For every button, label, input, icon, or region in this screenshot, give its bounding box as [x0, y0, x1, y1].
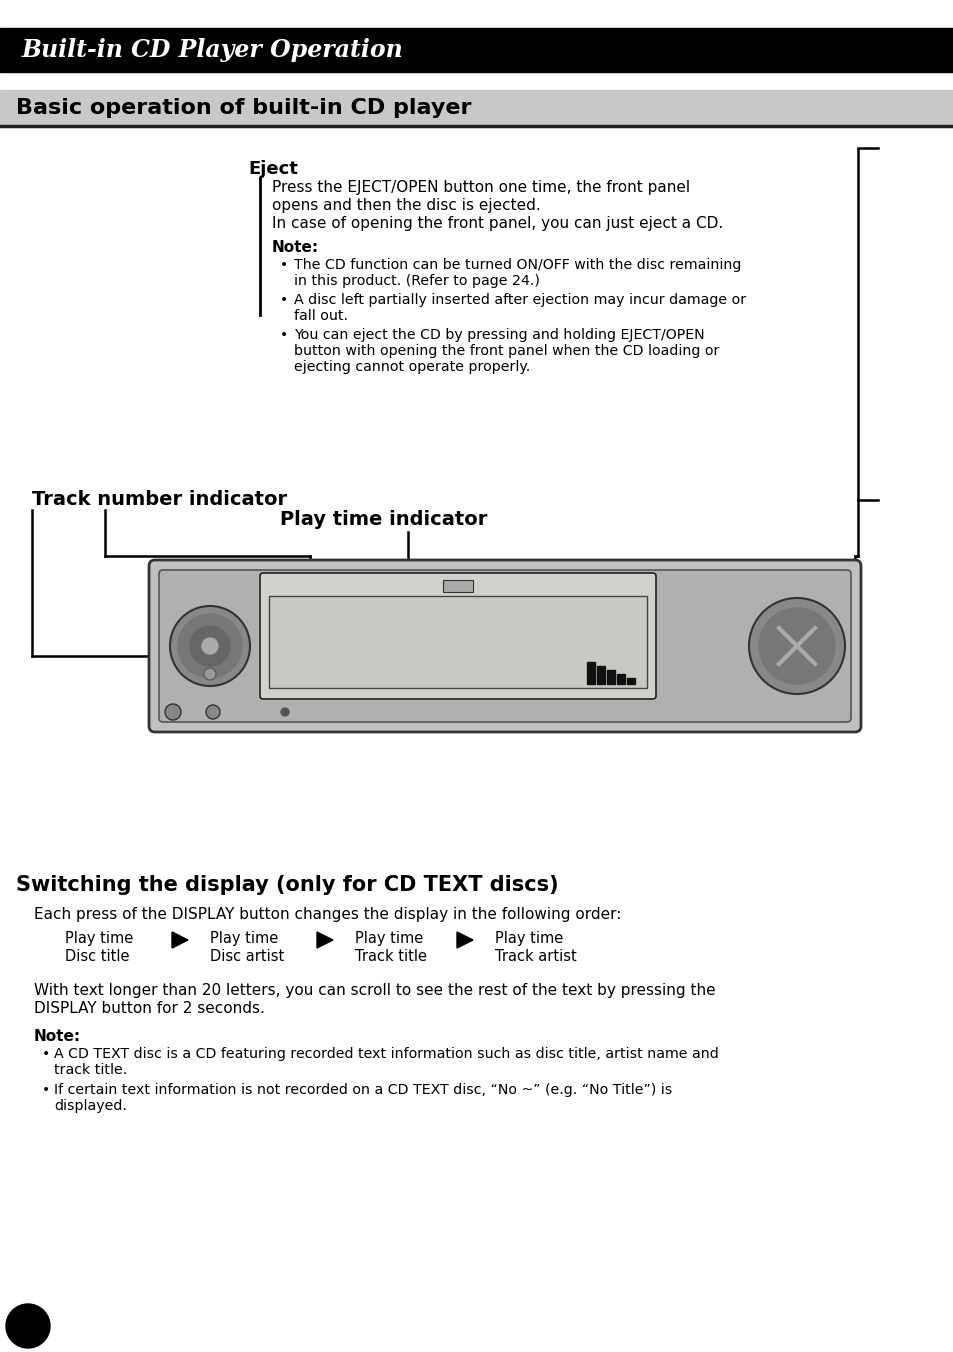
Text: DIGIT L: DIGIT L [601, 675, 632, 683]
Text: Note:: Note: [34, 1029, 81, 1044]
Text: Play time: Play time [495, 932, 562, 946]
Text: fall out.: fall out. [294, 310, 348, 323]
Circle shape [202, 638, 218, 654]
Text: EJECT: EJECT [800, 700, 819, 706]
Circle shape [281, 708, 289, 717]
Text: If certain text information is not recorded on a CD TEXT disc, “No ~” (e.g. “No : If certain text information is not recor… [54, 1083, 672, 1096]
Text: button with opening the front panel when the CD loading or: button with opening the front panel when… [294, 343, 719, 358]
Text: The CD function can be turned ON/OFF with the disc remaining: The CD function can be turned ON/OFF wit… [294, 258, 740, 272]
Text: Eject: Eject [248, 160, 297, 178]
Text: ODR: ODR [449, 581, 466, 589]
Text: In case of opening the front panel, you can just eject a CD.: In case of opening the front panel, you … [272, 216, 722, 231]
Text: 1 2 / 2 3: 1 2 / 2 3 [274, 675, 308, 683]
Polygon shape [456, 932, 473, 948]
Text: •: • [42, 1083, 51, 1096]
Text: opens and then the disc is ejected.: opens and then the disc is ejected. [272, 197, 540, 214]
Text: Track number indicator: Track number indicator [32, 489, 287, 508]
Text: Play time: Play time [355, 932, 423, 946]
Text: CHE OFF: CHE OFF [658, 706, 687, 713]
Text: Play time: Play time [210, 932, 278, 946]
Text: •: • [42, 1046, 51, 1061]
Text: TIME: TIME [278, 641, 302, 652]
Text: DISPLAY button for 2 seconds.: DISPLAY button for 2 seconds. [34, 1000, 265, 1015]
Text: RS-D7RII: RS-D7RII [274, 599, 307, 608]
Text: DISPLAY: DISPLAY [198, 700, 227, 706]
Text: displayed.: displayed. [54, 1099, 127, 1113]
Text: -51: -51 [454, 604, 518, 638]
Bar [597, 667, 604, 684]
Circle shape [759, 608, 834, 684]
Text: Disc title: Disc title [65, 949, 130, 964]
Circle shape [6, 1303, 50, 1348]
Text: disc: disc [274, 621, 293, 630]
Bar [269, 596, 646, 688]
Bar [617, 675, 624, 684]
Bar [442, 580, 473, 592]
Text: With text longer than 20 letters, you can scroll to see the rest of the text by : With text longer than 20 letters, you ca… [34, 983, 715, 998]
Circle shape [178, 614, 242, 677]
Circle shape [204, 668, 215, 680]
Text: A CD TEXT disc is a CD featuring recorded text information such as disc title, a: A CD TEXT disc is a CD featuring recorde… [54, 1046, 718, 1061]
Text: in this product. (Refer to page 24.): in this product. (Refer to page 24.) [294, 274, 539, 288]
Text: •: • [280, 293, 288, 307]
Bar [0, 91, 953, 126]
Circle shape [170, 606, 250, 685]
Text: Track title: Track title [355, 949, 427, 964]
Text: Pioneer: Pioneer [475, 708, 535, 722]
Text: Press the EJECT/OPEN button one time, the front panel: Press the EJECT/OPEN button one time, th… [272, 180, 689, 195]
Circle shape [190, 626, 230, 667]
Bar [626, 677, 635, 684]
Bar [586, 662, 595, 684]
FancyBboxPatch shape [149, 560, 861, 731]
Circle shape [748, 598, 844, 694]
Polygon shape [316, 932, 333, 948]
Text: Note:: Note: [272, 241, 319, 256]
Text: Play time: Play time [65, 932, 133, 946]
Text: track title.: track title. [54, 1063, 127, 1078]
Text: Each press of the DISPLAY button changes the display in the following order:: Each press of the DISPLAY button changes… [34, 907, 620, 922]
FancyBboxPatch shape [260, 573, 656, 699]
Text: You can eject the CD by pressing and holding EJECT/OPEN: You can eject the CD by pressing and hol… [294, 329, 704, 342]
Text: 40: 40 [16, 1317, 39, 1334]
Text: compact: compact [274, 611, 314, 621]
Text: Track artist: Track artist [495, 949, 577, 964]
FancyBboxPatch shape [159, 571, 850, 722]
Text: BAND: BAND [760, 700, 780, 706]
Text: Play time indicator: Play time indicator [280, 510, 487, 529]
Bar [0, 28, 953, 72]
Text: A disc left partially inserted after ejection may incur damage or: A disc left partially inserted after eje… [294, 293, 745, 307]
Bar [606, 671, 615, 684]
Text: □ 1: □ 1 [358, 606, 431, 639]
Polygon shape [172, 932, 188, 948]
Circle shape [165, 704, 181, 721]
Text: Switching the display (only for CD TEXT discs): Switching the display (only for CD TEXT … [16, 875, 558, 895]
Text: Built-in CD Player Operation: Built-in CD Player Operation [22, 38, 403, 62]
Text: •: • [280, 258, 288, 272]
Text: □□'□ 4 ": □□'□ 4 " [311, 638, 451, 667]
Text: Basic operation of built-in CD player: Basic operation of built-in CD player [16, 97, 471, 118]
Text: SOURCE: SOURCE [158, 700, 187, 706]
Text: ejecting cannot operate properly.: ejecting cannot operate properly. [294, 360, 530, 375]
Circle shape [206, 704, 220, 719]
Text: •: • [280, 329, 288, 342]
Text: Disc artist: Disc artist [210, 949, 284, 964]
Text: TRACK: TRACK [309, 618, 340, 627]
